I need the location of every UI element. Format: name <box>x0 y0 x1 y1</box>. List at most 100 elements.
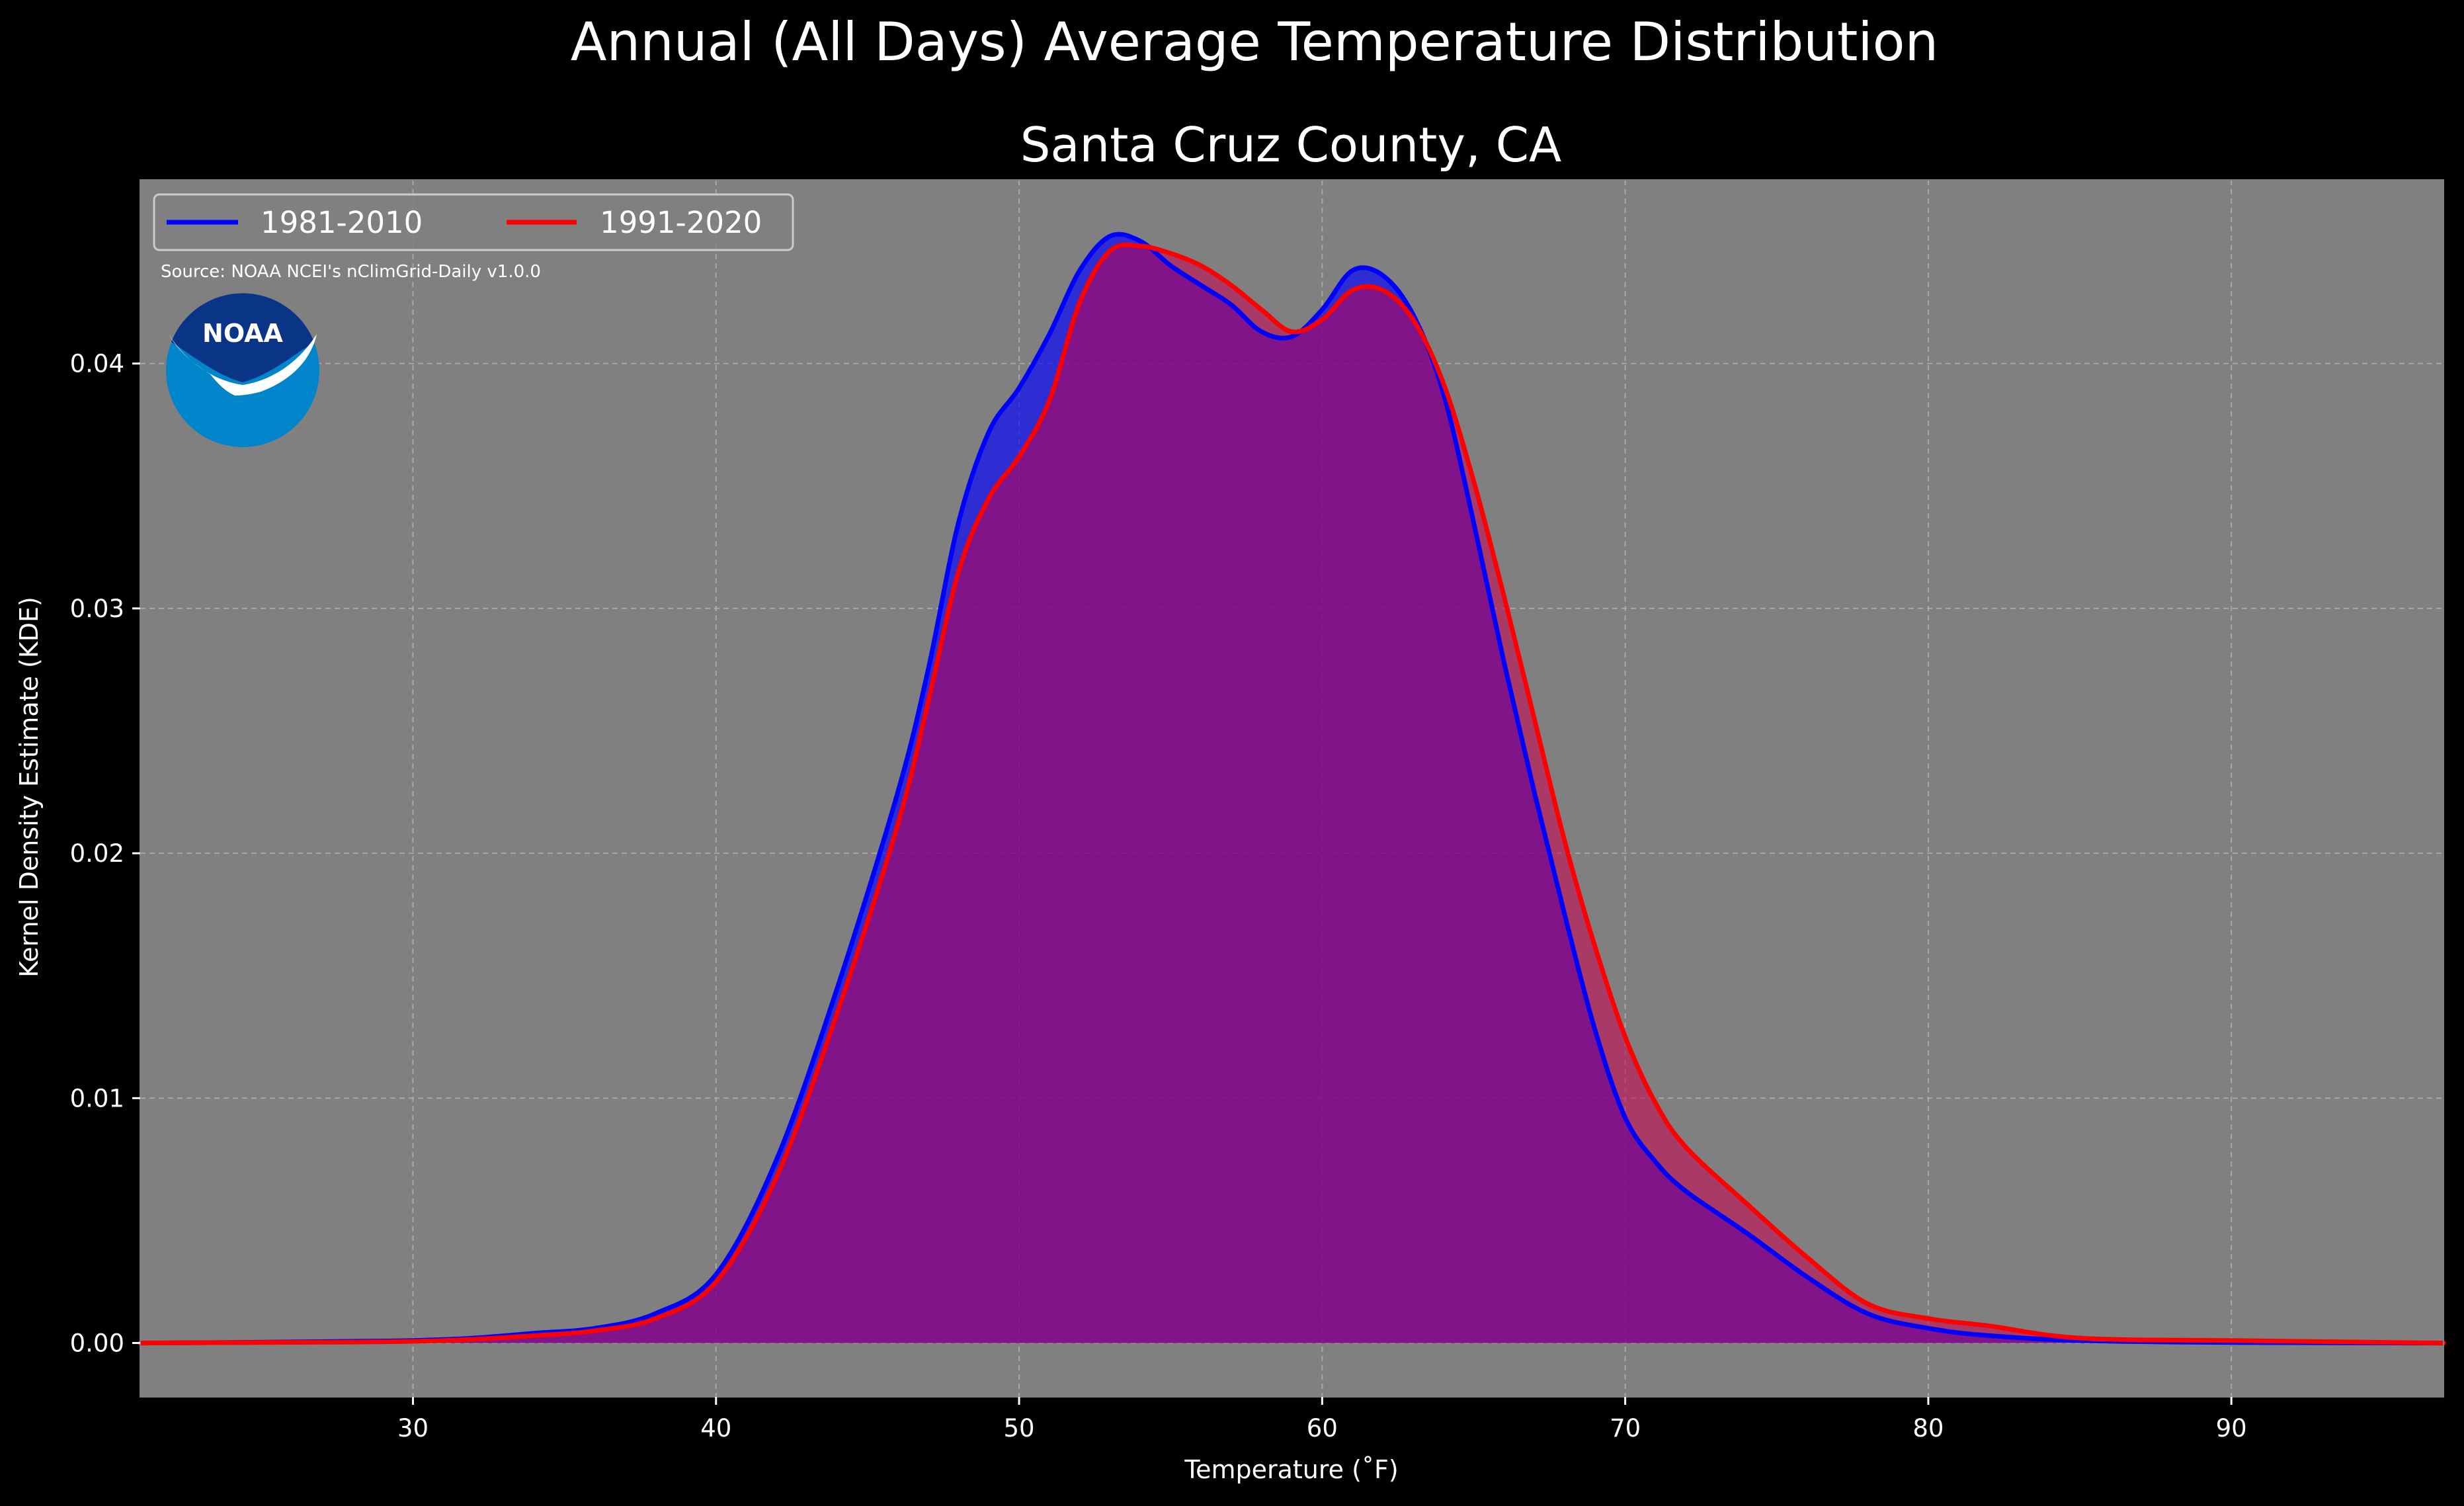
point-1991-2020 <box>1866 1302 1869 1305</box>
y-axis: 0.00 0.01 0.02 0.03 0.04 <box>70 350 140 1358</box>
point-1991-2020 <box>957 570 960 573</box>
noaa-logo: NOAA <box>166 293 319 447</box>
point-1991-2020 <box>1442 382 1445 384</box>
point-1991-2020 <box>1200 265 1202 267</box>
point-1981-2010 <box>1594 1028 1596 1031</box>
y-tick-label: 0.04 <box>70 350 124 378</box>
point-1991-2020 <box>412 1340 415 1343</box>
point-1991-2020 <box>351 1341 354 1343</box>
legend-label-1981-2010: 1981-2010 <box>261 205 423 240</box>
point-1981-2010 <box>897 791 899 794</box>
point-1981-2010 <box>1563 913 1566 916</box>
point-1991-2020 <box>1260 308 1263 311</box>
point-1991-2020 <box>1563 840 1566 843</box>
point-1991-2020 <box>472 1338 475 1341</box>
point-1991-2020 <box>654 1318 657 1320</box>
x-tick-label: 90 <box>2216 1414 2247 1443</box>
y-tick-label: 0.00 <box>70 1329 124 1358</box>
point-1991-2020 <box>260 1341 263 1344</box>
point-1981-2010 <box>1260 331 1263 333</box>
point-1981-2010 <box>1291 335 1294 338</box>
point-1991-2020 <box>1624 1036 1627 1038</box>
point-1991-2020 <box>1139 245 1141 247</box>
x-tick-label: 70 <box>1610 1414 1641 1443</box>
noaa-logo-bird-icon <box>169 334 317 396</box>
y-tick-label: 0.03 <box>70 595 124 623</box>
x-axis-label: Temperature (˚F) <box>1184 1455 1398 1484</box>
point-1991-2020 <box>1473 480 1475 482</box>
point-1981-2010 <box>1502 661 1505 663</box>
point-1981-2010 <box>1018 387 1020 390</box>
point-1981-2010 <box>987 431 990 433</box>
point-1991-2020 <box>1594 945 1596 948</box>
point-1981-2010 <box>1321 308 1323 311</box>
area-1991-2020 <box>140 245 2443 1343</box>
noaa-logo-text: NOAA <box>202 319 283 348</box>
x-axis: 30 40 50 60 70 80 90 <box>397 1397 2247 1443</box>
point-1981-2010 <box>1473 521 1475 524</box>
x-tick-label: 40 <box>700 1414 731 1443</box>
point-1981-2010 <box>836 987 839 989</box>
point-1991-2020 <box>1351 289 1354 292</box>
point-1981-2010 <box>1533 791 1536 794</box>
legend-label-1991-2020: 1991-2020 <box>600 205 762 240</box>
point-1991-2020 <box>715 1280 718 1283</box>
point-1991-2020 <box>897 823 899 825</box>
point-1991-2020 <box>533 1334 536 1337</box>
point-1981-2010 <box>775 1158 778 1161</box>
point-1981-2010 <box>927 668 930 671</box>
point-1981-2010 <box>1079 269 1081 272</box>
point-1981-2010 <box>715 1273 718 1276</box>
legend: 1981-2010 1991-2020 <box>153 193 794 251</box>
point-1981-2010 <box>1927 1327 1930 1329</box>
point-1991-2020 <box>987 497 990 499</box>
source-note: Source: NOAA NCEI's nClimGrid-Daily v1.0… <box>161 262 541 282</box>
point-1991-2020 <box>1381 289 1384 292</box>
point-1991-2020 <box>1684 1146 1687 1148</box>
point-1981-2010 <box>1381 274 1384 276</box>
point-1991-2020 <box>1806 1256 1809 1259</box>
point-1981-2010 <box>1230 304 1233 306</box>
point-1991-2020 <box>1018 455 1020 458</box>
point-1981-2010 <box>1654 1161 1657 1163</box>
noaa-logo-dark-segment <box>171 293 314 382</box>
point-1991-2020 <box>1109 249 1112 252</box>
point-1981-2010 <box>1745 1232 1748 1234</box>
point-1981-2010 <box>1624 1116 1627 1119</box>
point-1981-2010 <box>957 521 960 524</box>
point-1991-2020 <box>1079 301 1081 304</box>
plot-frame <box>140 179 2444 1398</box>
chart-title: Annual (All Days) Average Temperature Di… <box>571 11 1938 73</box>
chart-subtitle: Santa Cruz County, CA <box>1020 117 1562 173</box>
point-1981-2010 <box>1139 240 1141 243</box>
point-1991-2020 <box>2078 1337 2081 1339</box>
y-axis-label: Kernel Density Estimate (KDE) <box>15 597 44 978</box>
x-tick-label: 80 <box>1912 1414 1944 1443</box>
point-1981-2010 <box>1200 284 1202 286</box>
point-1991-2020 <box>836 1011 839 1014</box>
series-layer <box>138 231 2446 1346</box>
point-1991-2020 <box>1412 318 1415 321</box>
point-1991-2020 <box>593 1329 596 1332</box>
point-1981-2010 <box>1351 269 1354 272</box>
point-1981-2010 <box>1169 265 1172 267</box>
x-tick-label: 60 <box>1307 1414 1338 1443</box>
point-1991-2020 <box>2230 1339 2233 1342</box>
point-1991-2020 <box>1230 284 1233 286</box>
x-tick-label: 50 <box>1003 1414 1034 1443</box>
point-1981-2010 <box>1109 235 1112 237</box>
point-1991-2020 <box>927 700 930 703</box>
point-1991-2020 <box>1048 399 1051 401</box>
point-1981-2010 <box>1988 1334 1991 1337</box>
point-1991-2020 <box>1321 318 1323 321</box>
point-1981-2010 <box>1866 1312 1869 1315</box>
point-1981-2010 <box>654 1312 657 1315</box>
point-1991-2020 <box>1988 1325 1991 1327</box>
line-1991-2020 <box>138 242 2446 1346</box>
point-1981-2010 <box>1684 1190 1687 1192</box>
point-1991-2020 <box>1927 1318 1930 1320</box>
point-1991-2020 <box>1533 718 1536 720</box>
point-1991-2020 <box>1502 595 1505 597</box>
point-1991-2020 <box>1169 252 1172 255</box>
